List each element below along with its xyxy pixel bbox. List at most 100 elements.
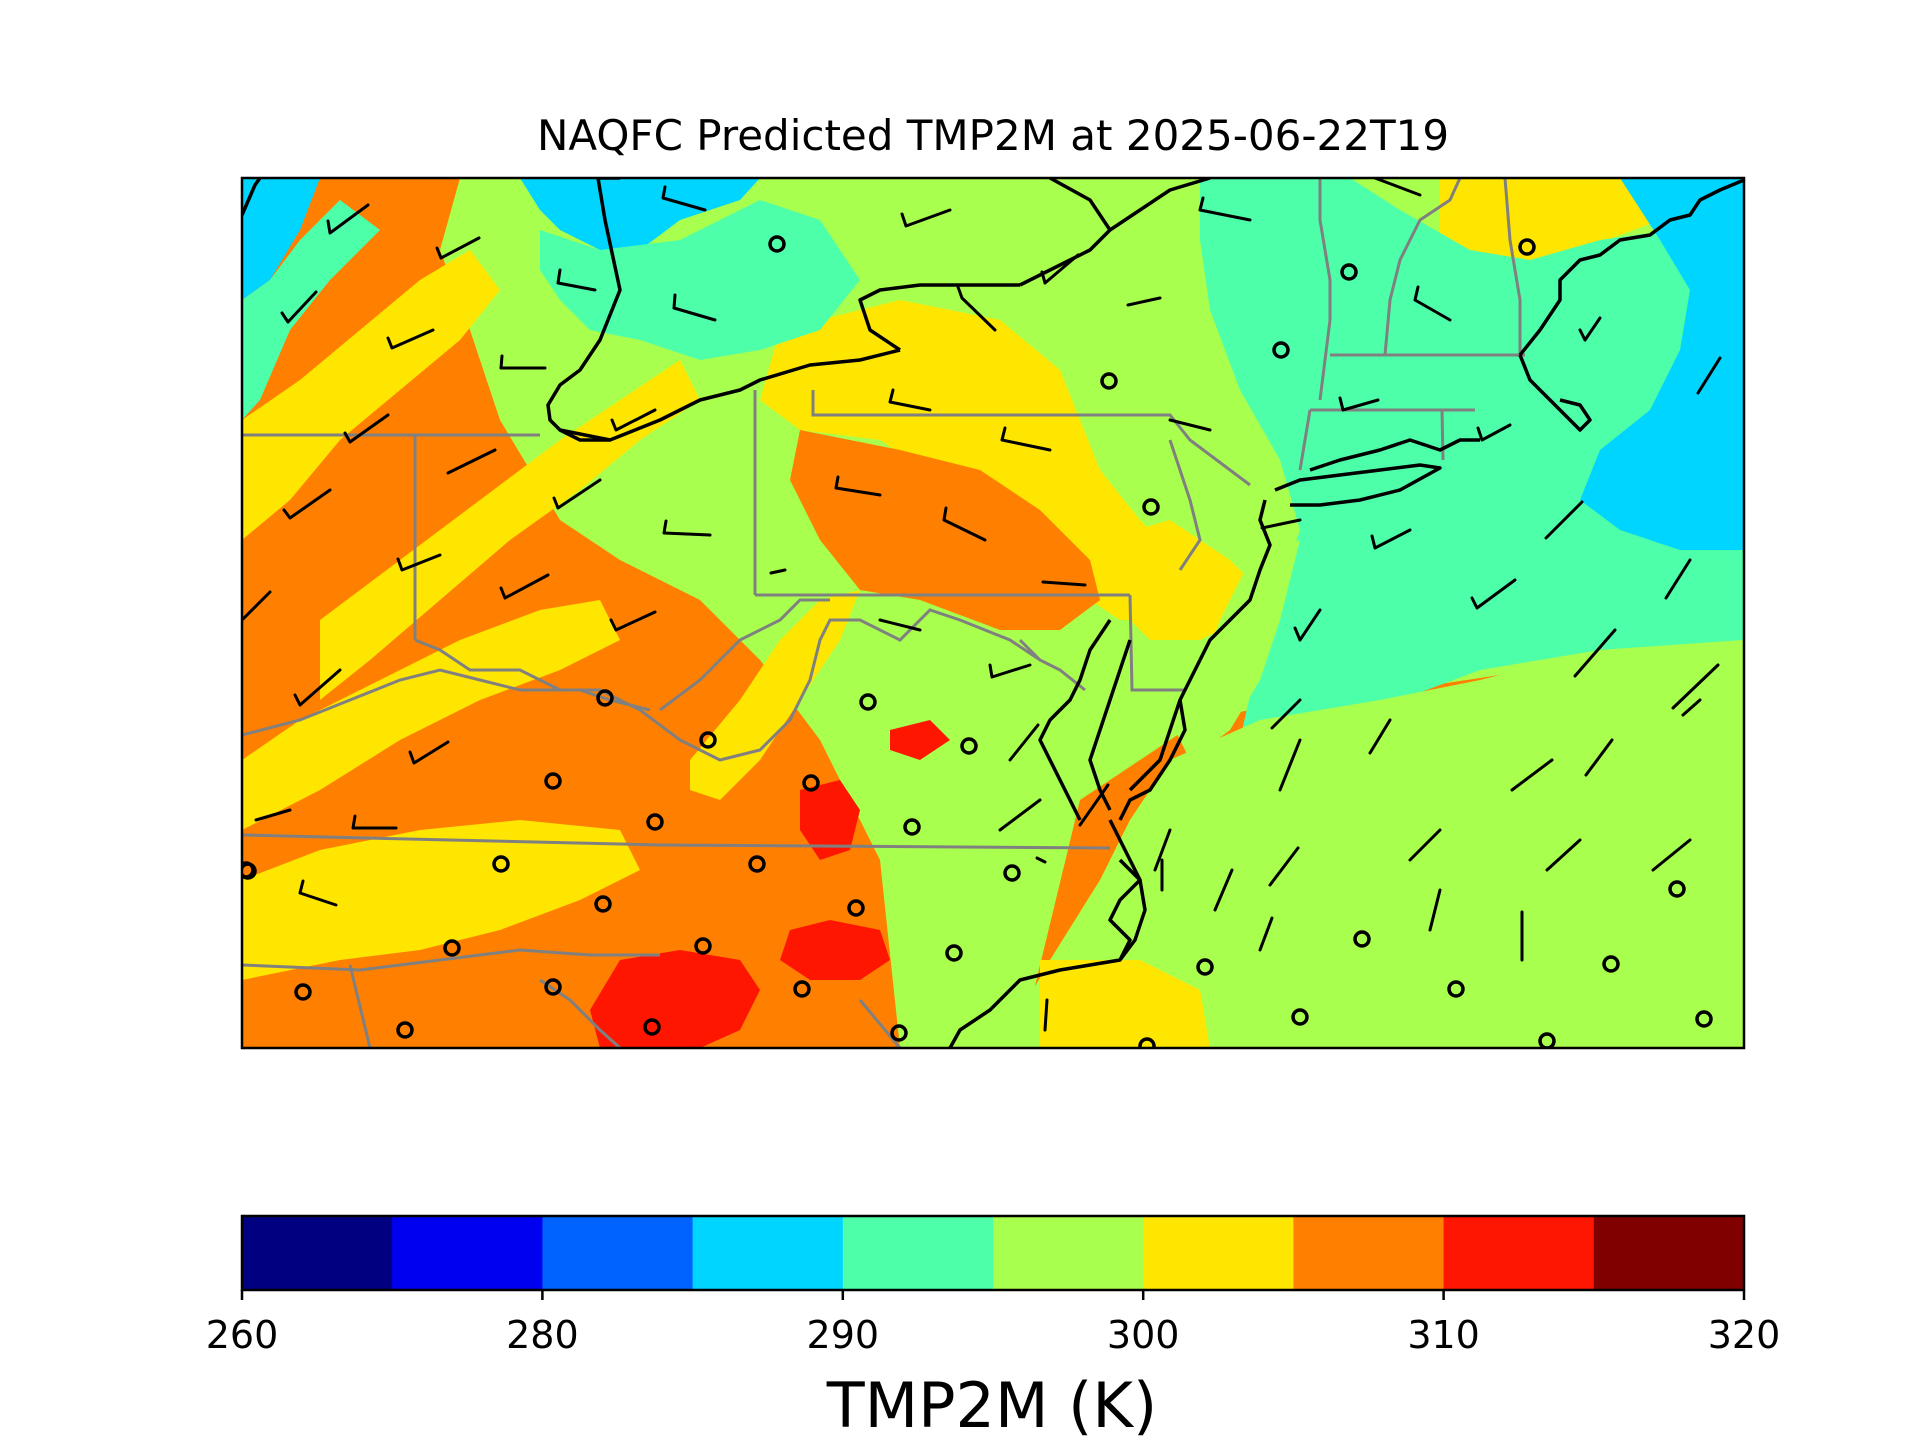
calm-circle (1447, 980, 1465, 998)
wind-barb (942, 506, 987, 542)
wind-barb (888, 388, 932, 412)
st-lawrence-north (1049, 178, 1112, 231)
calm-circle (492, 855, 510, 873)
calm-circle (443, 939, 461, 957)
calm-circle (1003, 864, 1021, 882)
map-panel (242, 178, 1744, 1048)
wind-barb (1040, 253, 1080, 285)
wind-barb (408, 740, 450, 765)
colorbar-tick-label: 280 (506, 1313, 579, 1357)
field-red-central (780, 920, 890, 980)
colorbar-bin (1293, 1216, 1445, 1290)
calm-circle (1196, 958, 1214, 976)
wind-barb (1198, 196, 1252, 222)
colorbar-label: TMP2M (K) (826, 1369, 1157, 1440)
colorbar-bin (242, 1216, 393, 1290)
calm-circle (643, 1018, 661, 1036)
colorbar: 260 280 290 300 310 320 (206, 1214, 1781, 1357)
wind-barb (1000, 426, 1052, 452)
wind-barb (1584, 738, 1614, 777)
wind-barb (878, 618, 922, 632)
field-cyan-atlantic (1580, 178, 1744, 550)
wind-barb (1428, 888, 1442, 932)
wind-barb (1408, 828, 1442, 862)
calm-circle (544, 978, 562, 996)
state-borders (242, 178, 1525, 1048)
calm-circle (694, 937, 712, 955)
lake-erie-north (858, 283, 1020, 352)
field-red-1 (800, 780, 860, 860)
wind-barb (1260, 518, 1302, 530)
wind-barb (1268, 846, 1300, 887)
field-green-southeast (1000, 640, 1744, 1048)
field-cyan-northwest (242, 178, 320, 300)
field-aqua-ocean (1200, 178, 1744, 740)
cape-cod (1518, 354, 1592, 432)
field-yellow-nj (1100, 520, 1260, 640)
wind-barb (1476, 423, 1512, 442)
colorbar-bin (392, 1216, 543, 1290)
calm-circle (1138, 1037, 1156, 1048)
colorbar-tick-label: 300 (1107, 1313, 1180, 1357)
long-island-sound (1309, 438, 1480, 472)
border-vt-nh (1383, 178, 1462, 356)
maine-coast (1518, 178, 1744, 357)
calm-circle (1142, 498, 1160, 516)
outer-banks (1118, 858, 1147, 962)
calm-circle (1518, 238, 1536, 256)
border-nj-pa (1168, 439, 1202, 571)
calm-circle (1668, 880, 1686, 898)
wind-barb (1153, 828, 1172, 872)
wind-barb (1126, 296, 1162, 307)
wind-barb (326, 203, 370, 235)
calm-circle (945, 944, 963, 962)
calm-circle (960, 737, 978, 755)
wind-barb (900, 208, 952, 228)
wind-barb (298, 879, 338, 907)
wind-barb (1545, 838, 1582, 872)
wind-barb (1270, 698, 1302, 730)
chesapeake-west (1038, 619, 1112, 821)
long-island (1274, 463, 1442, 507)
wind-barb (1413, 285, 1452, 322)
calm-circle (594, 895, 612, 913)
delmarva-east (1118, 699, 1187, 821)
border-nc-va (242, 948, 660, 972)
border-nc-sc (348, 964, 372, 1048)
wind-barb (396, 553, 442, 572)
border-pa-north (811, 390, 1251, 487)
field-yellow-ny (760, 300, 1180, 620)
border-md-de (1128, 594, 1185, 692)
field-green-coast (1170, 540, 1300, 760)
wind-barb (1338, 396, 1380, 412)
va-coast (948, 819, 1142, 1048)
wind-barb (351, 814, 398, 830)
calm-circle (294, 983, 312, 1001)
border-wv-va (659, 598, 830, 712)
border-tn-ky (242, 833, 1111, 850)
chesapeake-east (1088, 639, 1132, 811)
calm-circle (242, 861, 255, 879)
field-yellow-band-6 (1040, 960, 1210, 1048)
wind-barb (254, 808, 292, 822)
map-frame (240, 176, 1746, 1050)
calm-circle (793, 980, 811, 998)
colorbar-tick-label: 320 (1708, 1313, 1781, 1357)
calm-circle (646, 813, 664, 831)
field-red-southwest (590, 950, 760, 1048)
wind-barb (1470, 578, 1517, 610)
calm-circle (1272, 341, 1290, 359)
nj-coast (1198, 499, 1272, 661)
calm-circle (768, 235, 786, 253)
border-ct-ri (1440, 409, 1445, 461)
lake-michigan-shore (242, 178, 262, 216)
wind-barb (1368, 718, 1392, 755)
wind-barb (446, 448, 497, 475)
wind-barb (293, 668, 342, 707)
border-ohio-river (414, 608, 1041, 762)
wind-barb (998, 798, 1042, 832)
wind-barb (1671, 663, 1720, 710)
calm-wind-circles (242, 235, 1713, 1048)
calm-circle (1695, 1010, 1713, 1028)
